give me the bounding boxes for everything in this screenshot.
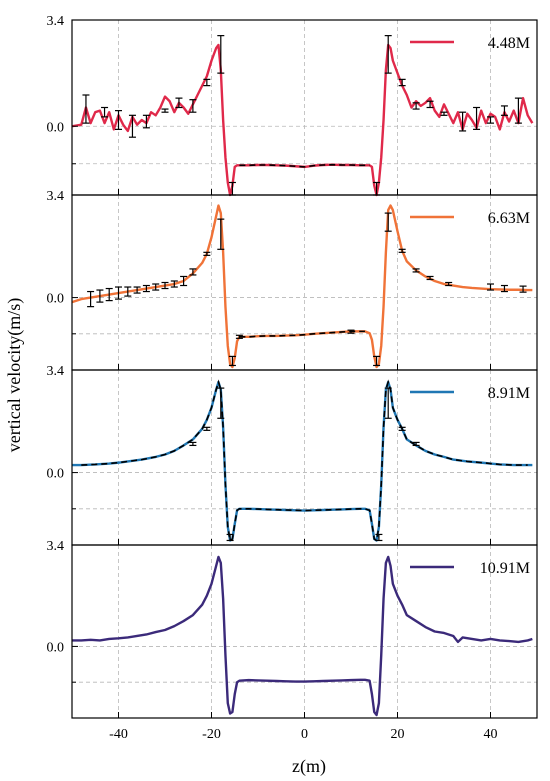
error-bar	[398, 248, 406, 253]
series-line	[71, 204, 533, 369]
error-bar	[124, 286, 132, 297]
error-bar	[473, 106, 481, 130]
error-bar	[115, 286, 122, 300]
y-tick-label: 0.0	[47, 467, 65, 482]
x-tick-label: -20	[202, 727, 221, 742]
error-bar	[519, 285, 527, 293]
y-tick-label: 0.0	[47, 120, 65, 135]
reference-dashed-line	[81, 379, 528, 542]
error-bar	[142, 284, 150, 293]
y-tick-label: 0.0	[47, 292, 65, 307]
error-bar	[487, 116, 494, 124]
legend: 4.48M	[410, 35, 530, 52]
error-bar	[426, 275, 434, 281]
y-axis-title: vertical velocity(m/s)	[4, 298, 25, 452]
legend: 8.91M	[410, 385, 530, 402]
error-bar	[217, 387, 225, 419]
error-bar	[180, 275, 188, 287]
y-tick-label: 3.4	[47, 539, 65, 554]
legend-label: 6.63M	[488, 210, 530, 227]
x-axis-title: z(m)	[292, 756, 326, 777]
y-tick-label: 3.4	[47, 364, 65, 379]
error-bar	[500, 105, 508, 116]
error-bar	[514, 97, 522, 124]
error-bar	[203, 251, 211, 256]
chart-panels: 0.0 3.4 4.48M 0.0 3.4 6.63M 0.0 3.4 8.91M 0.0 3.4 1…	[47, 14, 538, 742]
error-bar	[228, 355, 236, 367]
error-bar	[133, 286, 141, 294]
error-bar	[115, 110, 122, 130]
error-bar	[412, 441, 420, 447]
error-bar	[487, 283, 494, 291]
error-bar	[347, 329, 355, 334]
error-bar	[189, 441, 197, 447]
error-bar	[142, 114, 150, 129]
error-bar	[101, 106, 109, 118]
legend-label: 4.48M	[488, 35, 530, 52]
error-bar	[217, 218, 225, 250]
panel-2: 0.0 3.4 6.63M	[47, 189, 538, 371]
error-bar	[384, 212, 392, 232]
error-bar	[412, 268, 420, 273]
reference-dashed-line	[239, 330, 365, 338]
reference-dashed-line	[239, 163, 370, 168]
error-bar	[398, 78, 406, 87]
x-tick-label: 20	[391, 727, 405, 742]
error-bar	[189, 268, 197, 276]
error-bar	[96, 289, 104, 303]
error-bar	[373, 355, 381, 367]
legend-label: 8.91M	[488, 385, 530, 402]
error-bar	[189, 99, 197, 113]
error-bar	[398, 426, 406, 431]
error-bar	[426, 100, 434, 109]
error-bar	[384, 35, 392, 74]
error-bar	[226, 533, 234, 542]
error-bar	[203, 426, 211, 431]
error-bar	[87, 290, 95, 308]
error-bar	[217, 35, 225, 74]
error-bar	[412, 102, 420, 110]
x-tick-label: 0	[301, 727, 308, 742]
error-bar	[128, 114, 136, 138]
series-line	[71, 43, 534, 197]
series-line	[72, 380, 533, 542]
error-bar	[459, 111, 467, 132]
error-bar	[384, 387, 392, 419]
error-bar	[105, 287, 113, 302]
error-bar	[375, 533, 383, 542]
error-bar	[440, 111, 448, 116]
legend: 10.91M	[410, 560, 530, 577]
error-bar	[82, 94, 90, 124]
y-tick-label: 3.4	[47, 189, 65, 204]
error-bar	[203, 78, 211, 87]
panel-1: 0.0 3.4 4.48M	[47, 14, 538, 197]
error-bar	[445, 281, 453, 287]
panel-3: 0.0 3.4 8.91M	[47, 364, 538, 546]
legend: 6.63M	[410, 210, 530, 227]
error-bar	[161, 281, 169, 290]
error-bar	[235, 334, 243, 339]
y-tick-label: 3.4	[47, 14, 65, 29]
legend-label: 10.91M	[480, 560, 530, 577]
series-line	[72, 555, 533, 717]
x-tick-label: -40	[109, 727, 128, 742]
error-bar	[175, 97, 183, 109]
error-bar	[170, 280, 178, 288]
y-tick-label: 0.0	[47, 640, 65, 655]
error-bar	[500, 284, 508, 293]
error-bar	[152, 283, 160, 291]
error-bar	[161, 108, 169, 113]
panel-4: 0.0 3.4 10.91M	[47, 539, 538, 719]
x-tick-label: 40	[484, 727, 498, 742]
